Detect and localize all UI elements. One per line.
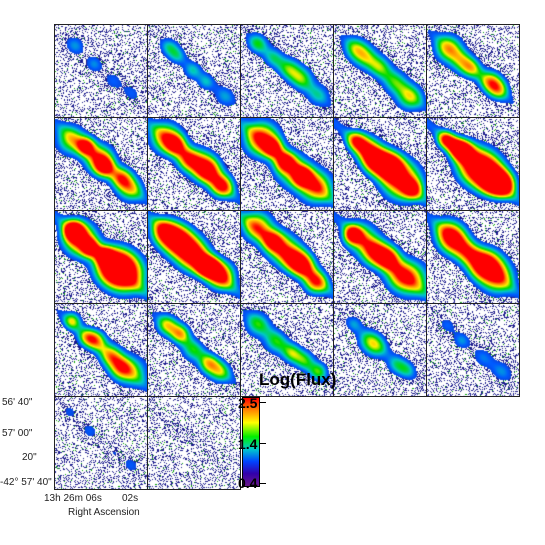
colorbar-tick-top: 2.5 [238,395,258,411]
channel-panel [54,210,148,304]
channel-panel [240,117,334,211]
channel-panel [147,24,241,118]
channel-panel [240,303,334,397]
channel-panel [147,396,241,490]
colorbar [242,397,260,487]
dec-tick-2: 57' 00" [2,428,33,439]
dec-tick-3: 20" [22,452,37,463]
channel-panel [333,24,427,118]
channel-panel [333,303,427,397]
dec-tick-4: -42° 57' 40" [0,477,52,488]
dec-tick-1: 56' 40" [2,397,33,408]
channel-panel [240,24,334,118]
colorbar-title: Log(Flux) [259,370,337,389]
channel-panel [54,117,148,211]
channel-panel [54,24,148,118]
channel-panel [426,24,520,118]
channel-panel [426,303,520,397]
channel-panel [147,117,241,211]
colorbar-tick-bottom: 0.4 [238,475,258,491]
colorbar-tick-mid: 1.4 [238,436,258,452]
channel-panel [240,210,334,304]
channel-panel [333,117,427,211]
channel-panel [54,303,148,397]
channel-panel [147,210,241,304]
x-axis-label: Right Ascension [68,507,140,518]
channel-panel [426,117,520,211]
ra-tick-1: 13h 26m 06s [44,493,102,504]
ra-tick-2: 02s [122,493,139,504]
channel-panel [426,210,520,304]
channel-panel [333,210,427,304]
channel-panel [54,396,148,490]
channel-panel [147,303,241,397]
